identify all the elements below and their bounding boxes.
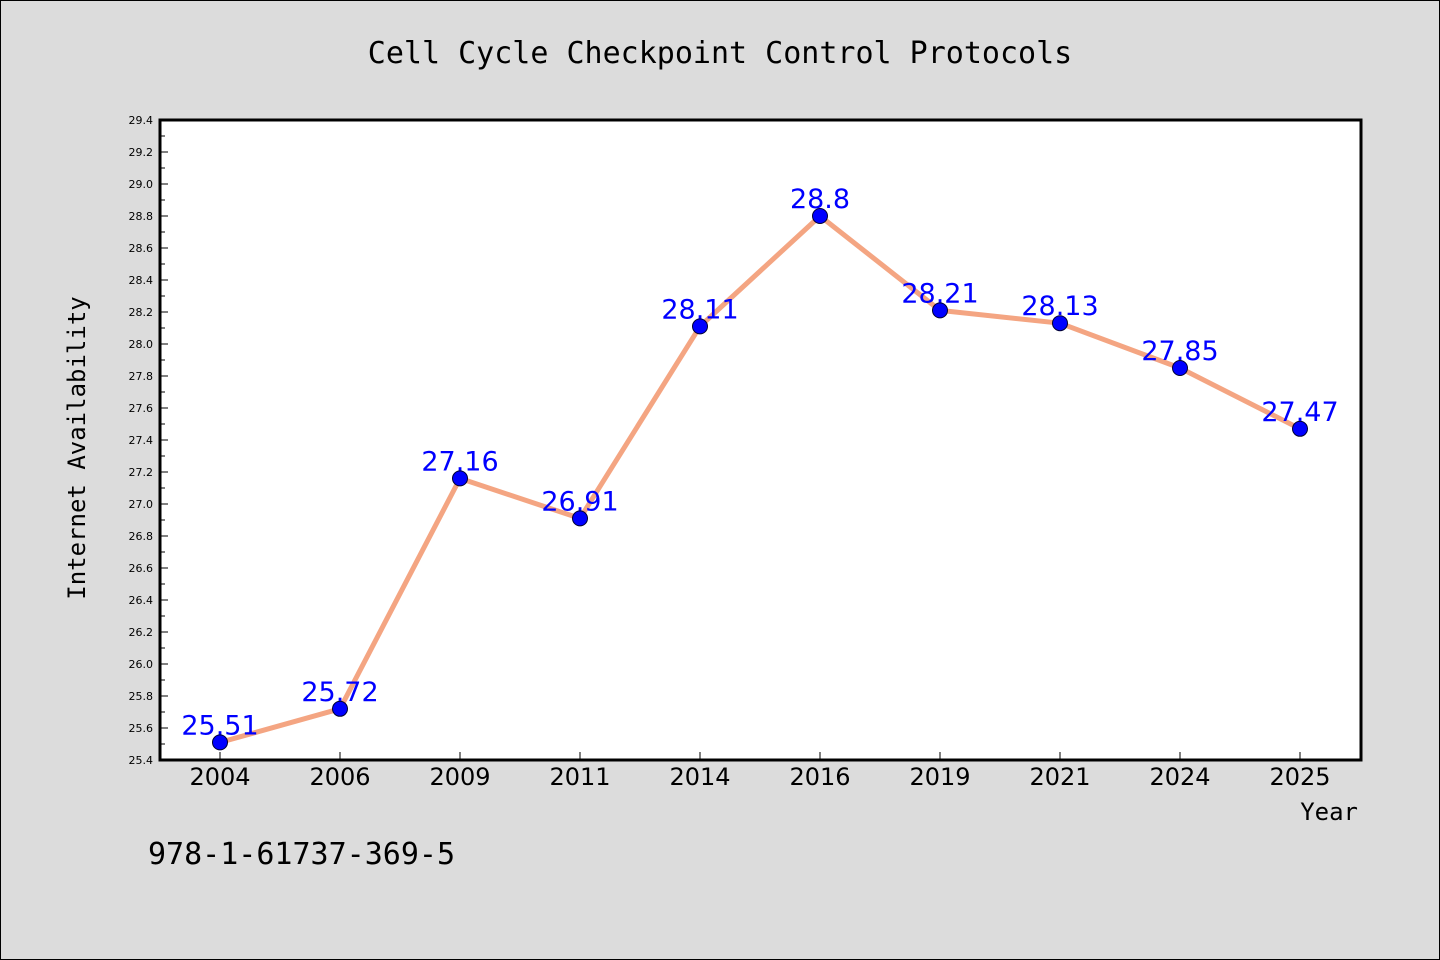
y-tick-label: 28.8 [129, 210, 154, 223]
x-tick-label: 2011 [549, 763, 610, 791]
x-axis-title: Year [1300, 798, 1358, 826]
y-tick-label: 29.0 [129, 178, 154, 191]
data-point [452, 470, 468, 487]
y-tick-label: 25.4 [129, 754, 154, 767]
y-tick-label: 28.0 [129, 338, 154, 351]
y-tick-label: 26.6 [129, 562, 154, 575]
x-tick-label: 2025 [1269, 763, 1330, 791]
series-markers [212, 208, 1308, 751]
y-tick-label: 26.4 [129, 594, 154, 607]
x-axis: 2004 2006 2009 2011 2014 2016 2019 2021 2024 2025 [189, 752, 1331, 791]
data-labels: 25.51 25.72 27.16 26.91 28.11 28.8 28.21 28.13 2… [181, 184, 1338, 741]
data-point [212, 734, 228, 751]
y-tick-label: 28.4 [129, 274, 154, 287]
data-label: 28.8 [790, 184, 850, 215]
y-tick-label: 28.2 [129, 306, 154, 319]
x-tick-label: 2024 [1149, 763, 1210, 791]
x-tick-label: 2006 [309, 763, 370, 791]
x-tick-label: 2019 [909, 763, 970, 791]
x-tick-label: 2016 [789, 763, 850, 791]
data-label: 25.72 [301, 677, 378, 708]
plot-border [158, 118, 1363, 762]
data-point [1292, 420, 1308, 437]
series-line [217, 213, 1303, 745]
data-point [1172, 360, 1188, 376]
y-tick-label: 26.2 [129, 626, 154, 639]
y-tick-label: 26.0 [129, 658, 154, 671]
y-tick-label: 27.6 [129, 402, 154, 415]
data-point [812, 208, 828, 224]
y-tick-label: 29.2 [129, 146, 154, 159]
data-label: 27.16 [421, 446, 498, 477]
y-tick-label: 27.2 [129, 466, 154, 479]
data-label: 25.51 [181, 710, 258, 741]
data-point [572, 510, 588, 527]
y-tick-label: 28.6 [129, 242, 154, 255]
y-tick-label: 25.8 [129, 690, 154, 703]
data-label: 27.85 [1141, 336, 1218, 367]
x-tick-label: 2009 [429, 763, 490, 791]
y-tick-label: 27.8 [129, 370, 154, 383]
y-tick-label: 29.4 [129, 114, 154, 127]
isbn-label: 978-1-61737-369-5 [148, 837, 455, 872]
data-point [692, 318, 708, 335]
y-tick-label: 25.6 [129, 722, 154, 735]
x-tick-label: 2004 [189, 763, 250, 791]
data-label: 28.21 [901, 278, 978, 309]
y-tick-label: 27.4 [129, 434, 154, 447]
y-tick-label: 26.8 [129, 530, 154, 543]
plot-area [160, 120, 1361, 760]
data-point [932, 302, 948, 319]
data-point [1052, 315, 1068, 332]
data-point [332, 700, 348, 717]
y-tick-label: 27.0 [129, 498, 154, 511]
x-tick-label: 2021 [1029, 763, 1090, 791]
data-label: 28.13 [1021, 291, 1098, 322]
data-label: 26.91 [541, 486, 618, 517]
x-tick-label: 2014 [669, 763, 730, 791]
chart-title: Cell Cycle Checkpoint Control Protocols [368, 36, 1072, 71]
data-label: 28.11 [661, 294, 738, 325]
data-label: 27.47 [1261, 397, 1338, 428]
y-axis-title: Internet Availability [63, 296, 91, 599]
